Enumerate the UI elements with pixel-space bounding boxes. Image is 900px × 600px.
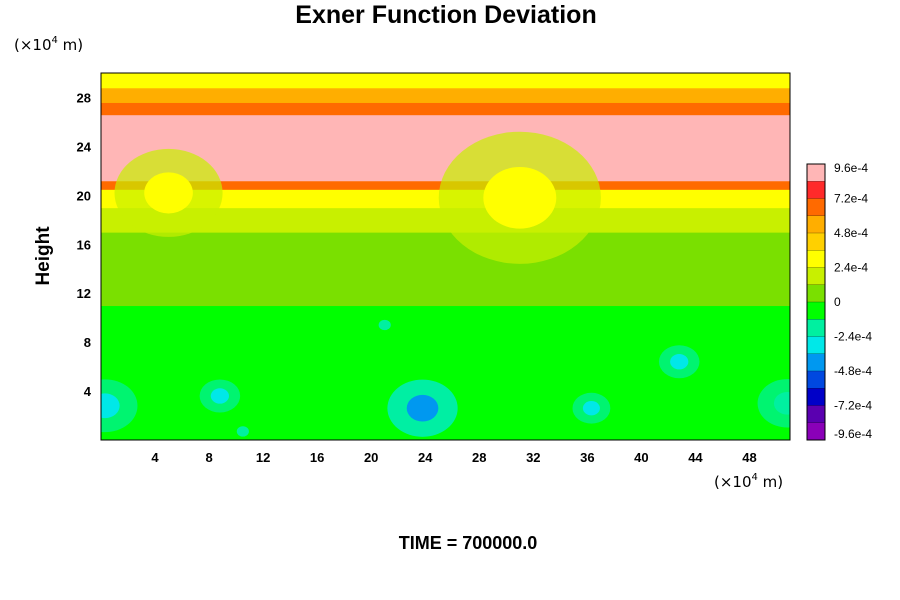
x-tick-label: 4	[151, 450, 159, 465]
y-axis-unit-exponent: 4	[52, 35, 58, 46]
y-tick-label: 28	[77, 90, 91, 105]
colorbar-swatch	[807, 181, 825, 199]
heatmap-anomaly-core	[483, 166, 557, 229]
colorbar-swatch	[807, 250, 825, 268]
x-axis-ticks: 4 8 12 16 20 24 28 32 36 40 44 48	[151, 450, 756, 465]
chart-title: Exner Function Deviation	[295, 1, 596, 29]
heatmap-anomaly-core	[144, 172, 193, 214]
heatmap-band	[101, 102, 790, 116]
colorbar-swatch	[807, 267, 825, 286]
y-tick-label: 8	[84, 335, 91, 350]
x-axis-unit: (×104 m)	[714, 472, 783, 491]
colorbar-swatch	[807, 422, 825, 441]
colorbar-swatch	[807, 302, 825, 320]
y-axis-ticks: 4 8 12 16 20 24 28	[77, 90, 92, 399]
x-tick-label: 12	[256, 450, 270, 465]
x-tick-label: 32	[526, 450, 540, 465]
heatmap-anomaly-core	[406, 394, 439, 422]
colorbar: 9.6e-4 7.2e-4 4.8e-4 2.4e-4 0 -2.4e-4 -4.8e-4 -…	[806, 161, 872, 441]
colorbar-swatch	[807, 198, 825, 217]
colorbar-swatch	[807, 284, 825, 303]
colorbar-label: -9.6e-4	[834, 427, 872, 441]
x-tick-label: 24	[418, 450, 433, 465]
colorbar-label: -4.8e-4	[834, 364, 872, 378]
x-tick-label: 44	[688, 450, 703, 465]
heatmap-anomaly-core	[670, 353, 689, 370]
heatmap-plot-area	[101, 73, 790, 440]
plot-frame	[100, 72, 791, 441]
y-tick-label: 16	[77, 237, 91, 252]
heatmap-anomaly-core	[773, 391, 790, 415]
heatmap-band	[101, 87, 790, 103]
y-axis-label: Height	[33, 226, 54, 286]
colorbar-swatch	[807, 388, 825, 406]
y-tick-label: 20	[77, 188, 91, 203]
x-tick-label: 36	[580, 450, 594, 465]
heatmap-anomaly-core	[582, 401, 600, 416]
y-tick-label: 24	[77, 139, 92, 154]
colorbar-swatch	[807, 336, 825, 355]
colorbar-label: -7.2e-4	[834, 399, 872, 413]
colorbar-swatch	[807, 233, 825, 251]
heatmap-band	[101, 232, 790, 307]
colorbar-swatch	[807, 405, 825, 424]
heatmap-band	[101, 73, 790, 89]
heatmap-band	[101, 143, 790, 177]
colorbar-label: 7.2e-4	[834, 192, 868, 206]
heatmap-anomaly-core	[101, 393, 120, 419]
colorbar-label: -2.4e-4	[834, 330, 872, 344]
colorbar-swatch	[807, 319, 825, 337]
heatmap-anomaly	[757, 379, 790, 428]
heatmap-anomaly-core	[378, 319, 391, 331]
y-tick-label: 12	[77, 286, 91, 301]
colorbar-label: 9.6e-4	[834, 161, 868, 175]
x-tick-label: 40	[634, 450, 648, 465]
colorbar-swatch	[807, 215, 825, 234]
heatmap-anomaly-core	[236, 426, 249, 437]
x-tick-label: 28	[472, 450, 486, 465]
colorbar-swatch	[807, 164, 825, 182]
heatmap-band	[101, 114, 790, 145]
x-tick-label: 20	[364, 450, 378, 465]
y-axis-unit: (×104 m)	[14, 35, 83, 54]
colorbar-swatch	[807, 371, 825, 389]
colorbar-frame	[806, 163, 826, 441]
heatmap-anomaly-core	[210, 388, 230, 404]
x-tick-label: 16	[310, 450, 324, 465]
x-tick-label: 8	[205, 450, 212, 465]
y-tick-label: 4	[84, 384, 92, 399]
colorbar-label: 2.4e-4	[834, 261, 868, 275]
colorbar-swatch	[807, 353, 825, 372]
x-tick-label: 48	[742, 450, 756, 465]
x-axis-unit-exponent: 4	[752, 472, 758, 483]
colorbar-label: 0	[834, 295, 841, 309]
colorbar-label: 4.8e-4	[834, 226, 868, 240]
time-label: TIME = 700000.0	[399, 533, 538, 553]
